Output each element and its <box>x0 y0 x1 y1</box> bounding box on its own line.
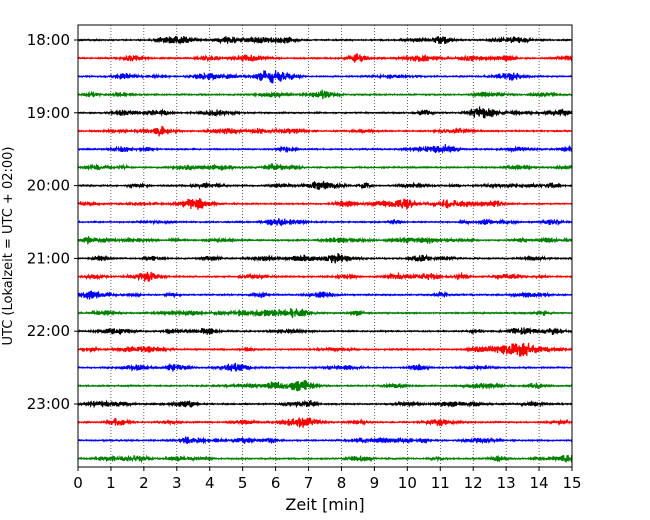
x-tick-label: 5 <box>238 474 248 492</box>
x-tick-label: 3 <box>172 474 182 492</box>
y-tick-label: 21:00 <box>27 249 70 267</box>
trace-2045 <box>77 236 573 245</box>
trace-1845 <box>77 89 573 100</box>
trace-2230 <box>77 362 573 372</box>
trace-2030 <box>77 217 573 227</box>
x-tick-label: 4 <box>205 474 215 492</box>
x-tick-label: 11 <box>431 474 450 492</box>
x-tick-label: 6 <box>271 474 281 492</box>
trace-2300 <box>77 399 573 409</box>
y-axis-ticks: 18:00 19:00 20:00 21:00 22:00 23:00 <box>27 31 78 413</box>
x-tick-label: 2 <box>139 474 149 492</box>
trace-2330 <box>77 436 573 445</box>
trace-2000 <box>77 180 573 190</box>
trace-1830 <box>77 70 573 84</box>
x-tick-label: 12 <box>464 474 483 492</box>
x-tick-label: 14 <box>530 474 549 492</box>
y-axis-label: UTC (Lokalzeit = UTC + 02:00) <box>1 147 16 346</box>
trace-2130 <box>77 290 573 300</box>
y-tick-label: 23:00 <box>27 395 70 413</box>
y-tick-label: 18:00 <box>27 31 70 49</box>
seismogram-traces <box>77 35 573 464</box>
trace-2145 <box>77 307 573 319</box>
trace-2100 <box>77 253 573 264</box>
y-tick-label: 20:00 <box>27 177 70 195</box>
x-axis-ticks: 0 1 2 3 4 5 6 7 8 9 10 11 12 13 14 15 <box>73 467 582 492</box>
trace-1815 <box>77 52 573 63</box>
x-tick-label: 8 <box>337 474 347 492</box>
trace-1945 <box>77 163 573 172</box>
x-tick-label: 1 <box>106 474 116 492</box>
trace-2345 <box>77 454 573 464</box>
x-tick-label: 7 <box>304 474 314 492</box>
trace-1930 <box>77 144 573 154</box>
trace-1900 <box>77 106 573 119</box>
trace-2245 <box>77 379 573 392</box>
x-tick-label: 9 <box>370 474 380 492</box>
trace-1915 <box>77 125 573 137</box>
trace-2115 <box>77 271 573 282</box>
x-tick-label: 15 <box>562 474 581 492</box>
y-tick-label: 22:00 <box>27 322 70 340</box>
trace-2215 <box>77 342 573 357</box>
x-axis-label: Zeit [min] <box>285 495 364 514</box>
x-tick-label: 0 <box>73 474 83 492</box>
x-tick-label: 10 <box>398 474 417 492</box>
x-tick-label: 13 <box>497 474 516 492</box>
y-tick-label: 19:00 <box>27 104 70 122</box>
trace-2315 <box>77 417 573 428</box>
trace-2200 <box>77 326 573 336</box>
trace-1800 <box>77 35 573 46</box>
plot-frame <box>77 24 573 468</box>
trace-2015 <box>77 198 573 210</box>
